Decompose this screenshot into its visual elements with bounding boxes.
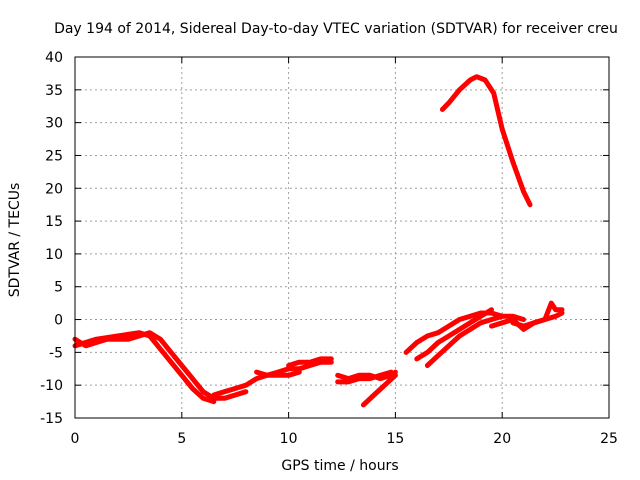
y-tick-label: 35 <box>45 83 63 99</box>
series-line-arc-13 <box>510 300 565 329</box>
y-tick-label: -15 <box>40 411 63 427</box>
series-line-arc-4 <box>254 359 334 378</box>
series-line-arc-6 <box>335 369 398 382</box>
y-tick-label: 20 <box>45 181 63 197</box>
series-line-arc-8 <box>360 372 398 408</box>
x-tick-label: 5 <box>177 431 186 447</box>
x-tick-label: 20 <box>493 431 511 447</box>
plot-frame <box>74 56 610 419</box>
y-tick-label: 15 <box>45 214 63 230</box>
y-tick-label: 40 <box>45 50 63 66</box>
series-line-arc-10 <box>414 307 494 362</box>
grid-lines <box>75 57 609 418</box>
chart-title: Day 194 of 2014, Sidereal Day-to-day VTE… <box>54 21 618 37</box>
y-tick-label: 25 <box>45 148 63 164</box>
y-tick-label: -10 <box>40 378 63 394</box>
x-axis-title: GPS time / hours <box>281 458 398 474</box>
x-tick-label: 15 <box>386 431 404 447</box>
data-series <box>72 74 565 408</box>
x-tick-label: 0 <box>71 431 80 447</box>
series-line-arc-2 <box>72 330 217 405</box>
series-line-arc-14 <box>439 74 533 208</box>
series-line-arc-1 <box>72 330 249 401</box>
axis-ticks: 0 5 10 15 20 25 -15 -10 -5 0 5 10 15 20 25 30 35 40 <box>40 50 618 447</box>
x-tick-label: 25 <box>600 431 618 447</box>
y-tick-label: -5 <box>49 345 63 361</box>
series-line-arc-7 <box>335 369 394 385</box>
y-tick-label: 0 <box>54 313 63 329</box>
series-line-arc-5 <box>286 356 334 368</box>
series-line-arc-3 <box>211 369 302 398</box>
y-tick-label: 5 <box>54 280 63 296</box>
y-axis-title: SDTVAR / TECUs <box>7 183 23 298</box>
series-line-arc-11 <box>424 313 527 368</box>
x-tick-label: 10 <box>280 431 298 447</box>
y-tick-label: 10 <box>45 247 63 263</box>
y-tick-label: 30 <box>45 116 63 132</box>
